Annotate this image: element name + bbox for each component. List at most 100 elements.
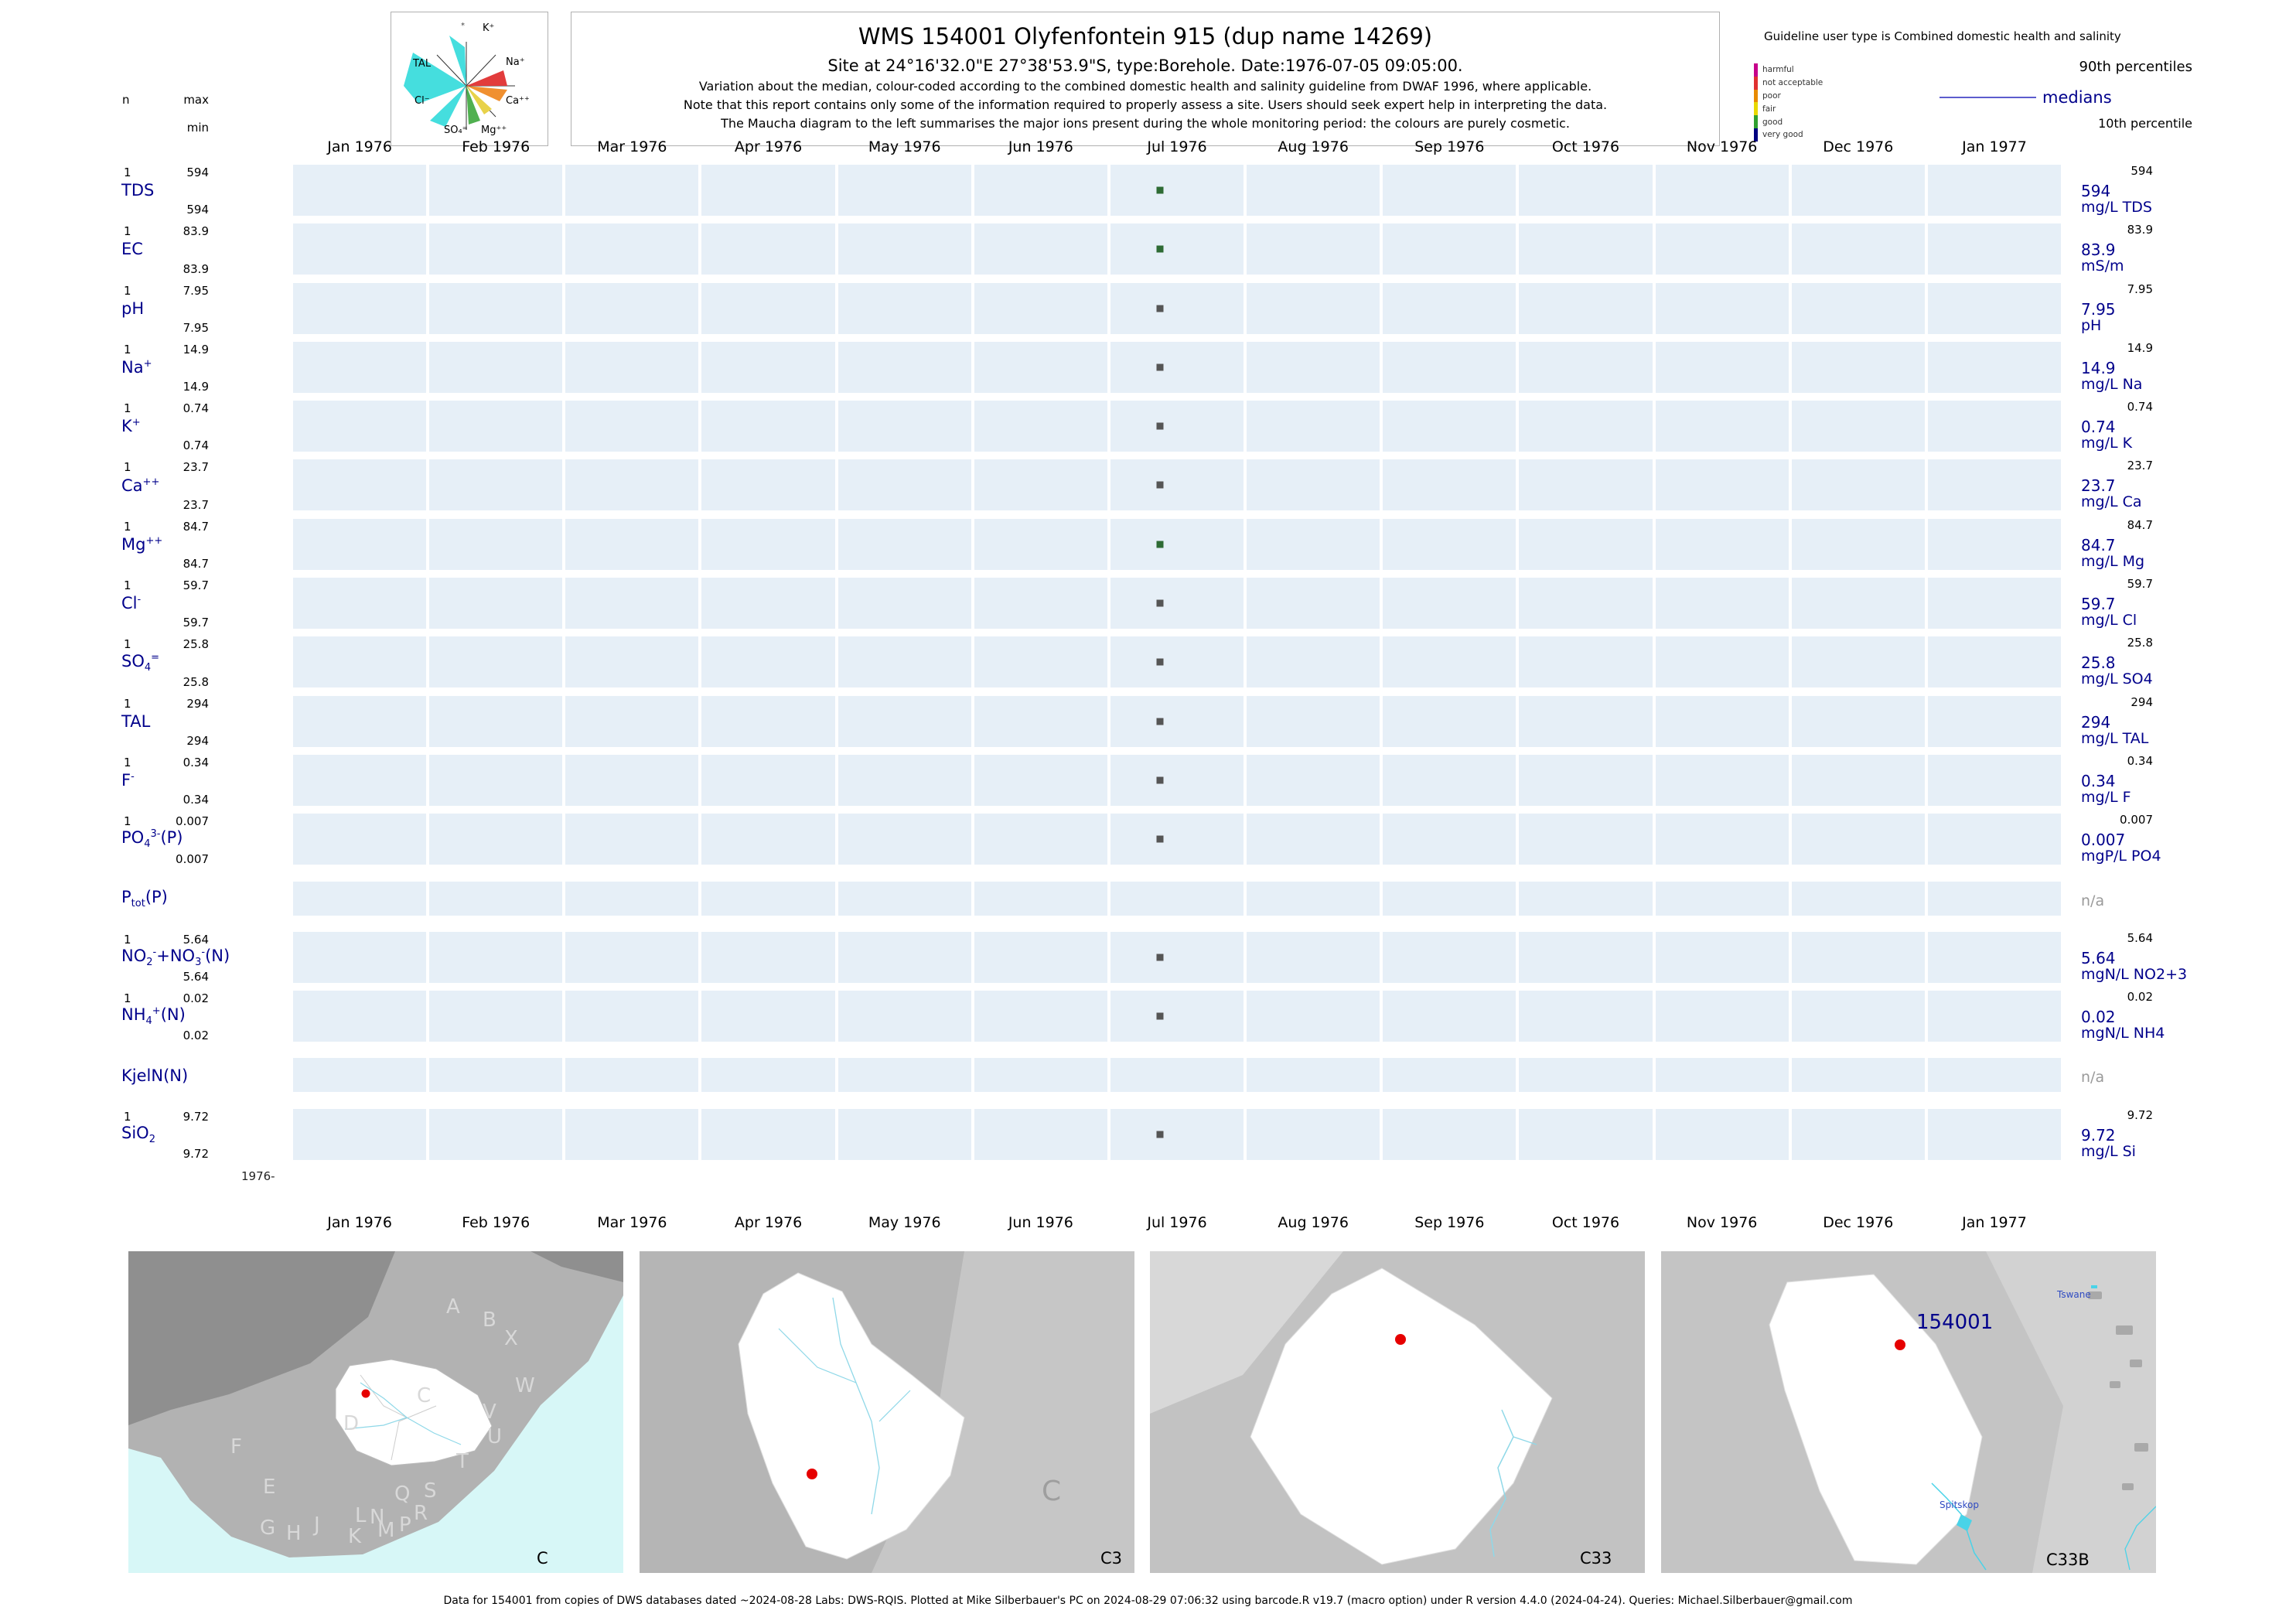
plot-cell [701, 282, 835, 334]
plot-cell [429, 754, 563, 806]
plot-cell [1247, 282, 1380, 334]
unit-label: mg/L Si [2081, 1142, 2136, 1160]
plot-cell [838, 754, 971, 806]
maucha-star-symbol: * [461, 22, 465, 30]
plot-cell [1110, 754, 1244, 806]
plot-cell [974, 931, 1107, 983]
month-label: Mar 1976 [597, 1214, 667, 1231]
data-point [1156, 954, 1164, 961]
plot-cell [1927, 459, 2062, 511]
plot-cell [293, 991, 427, 1042]
station-marker [1395, 1334, 1406, 1345]
plot-cell [1383, 1058, 1516, 1093]
maucha-wedge-red [466, 70, 507, 86]
n-value: 1 [124, 224, 131, 239]
month-label: Sep 1976 [1414, 138, 1485, 155]
plot-cell [565, 459, 699, 511]
plot-cell [1519, 754, 1653, 806]
plot-cell [1383, 1108, 1516, 1160]
median-value: 0.02 [2081, 1008, 2116, 1027]
plot-cell [1927, 636, 2062, 688]
data-point [1156, 541, 1164, 548]
param-label: KjelN(N) [121, 1066, 189, 1085]
plot-cell [1791, 754, 1925, 806]
param-row-ca: 1 23.7 23.7 Ca++ 23.7 23.7 mg/L Ca [0, 455, 2296, 514]
river-main [1489, 1409, 1514, 1557]
param-label: TAL [121, 711, 151, 731]
region-c-outline [335, 1359, 493, 1466]
max-value: 9.72 [183, 1109, 209, 1124]
plot-cell [1927, 754, 2062, 806]
median-value: 59.7 [2081, 595, 2116, 614]
plot-cell [974, 754, 1107, 806]
place-label-spitskop: Spitskop [1939, 1499, 1979, 1510]
plot-cell [701, 223, 835, 275]
map-region-c33: C33 [1150, 1251, 1645, 1573]
plot-cell [1791, 695, 1925, 747]
param-row-ptot: Ptot(P) n/a [0, 869, 2296, 928]
plot-cell [1247, 636, 1380, 688]
median-value: 23.7 [2081, 476, 2116, 496]
plot-cell [1655, 578, 1789, 629]
n-value: 1 [124, 460, 131, 475]
plot-cell [1110, 401, 1244, 452]
map4-light-region [1986, 1251, 2156, 1573]
plot-cell [429, 282, 563, 334]
p90-value: 25.8 [2127, 636, 2153, 650]
legend-label: poor [1762, 90, 1781, 101]
median-value: 5.64 [2081, 948, 2116, 967]
month-label: Jul 1976 [1147, 138, 1207, 155]
param-row-k: 1 0.74 0.74 K+ 0.74 0.74 mg/L K [0, 397, 2296, 455]
median-value: 0.34 [2081, 771, 2116, 790]
year-start-label: 1976- [241, 1169, 275, 1183]
month-label: Mar 1976 [597, 138, 667, 155]
plot-cell [565, 518, 699, 570]
plot-cell [293, 931, 427, 983]
plot-cell [838, 695, 971, 747]
plot-cell [1927, 814, 2062, 865]
max-value: 0.74 [183, 401, 209, 416]
p90-value: 294 [2131, 694, 2153, 709]
median-value: 0.007 [2081, 831, 2126, 850]
plot-cell [701, 695, 835, 747]
param-row-nh4: 1 0.02 0.02 NH4+(N) 0.02 0.02 mgN/L NH4 [0, 987, 2296, 1046]
plot-cell [429, 636, 563, 688]
param-label: Cl- [121, 594, 142, 613]
region-letter-Q: Q [394, 1482, 410, 1506]
min-value: 0.34 [183, 793, 209, 807]
plot-cell [1383, 223, 1516, 275]
plot-cell [1519, 341, 1653, 393]
unit-label: mg/L Mg [2081, 552, 2145, 570]
plot-cell [1791, 1108, 1925, 1160]
n-column-label: n [122, 93, 130, 107]
plot-cell [974, 814, 1107, 865]
data-point [1156, 835, 1164, 843]
plot-cell [1927, 1108, 2062, 1160]
plot-cell [1519, 1108, 1653, 1160]
max-value: 25.8 [183, 637, 209, 652]
n-value: 1 [124, 283, 131, 298]
river-branch [1513, 1436, 1537, 1445]
plot-cell [1247, 401, 1380, 452]
n-value: 1 [124, 342, 131, 357]
plot-cell [1655, 401, 1789, 452]
legend-swatch [1754, 102, 1758, 116]
max-value: 294 [186, 696, 209, 711]
plot-cell [1110, 1058, 1244, 1093]
region-letter-G: G [260, 1517, 275, 1540]
plot-cell [1655, 636, 1789, 688]
plot-cell [974, 165, 1107, 216]
plot-cell [1383, 754, 1516, 806]
station-marker [361, 1389, 370, 1398]
region-letter-W: W [515, 1374, 535, 1397]
legend-item: good [1754, 115, 1823, 128]
min-value: 59.7 [183, 616, 209, 630]
plot-cell [974, 695, 1107, 747]
plot-cell [1110, 931, 1244, 983]
plot-cell [701, 881, 835, 916]
region-letter-K: K [348, 1525, 362, 1548]
plot-cell [838, 1058, 971, 1093]
median-value: 594 [2081, 182, 2111, 200]
param-label: EC [121, 240, 143, 259]
